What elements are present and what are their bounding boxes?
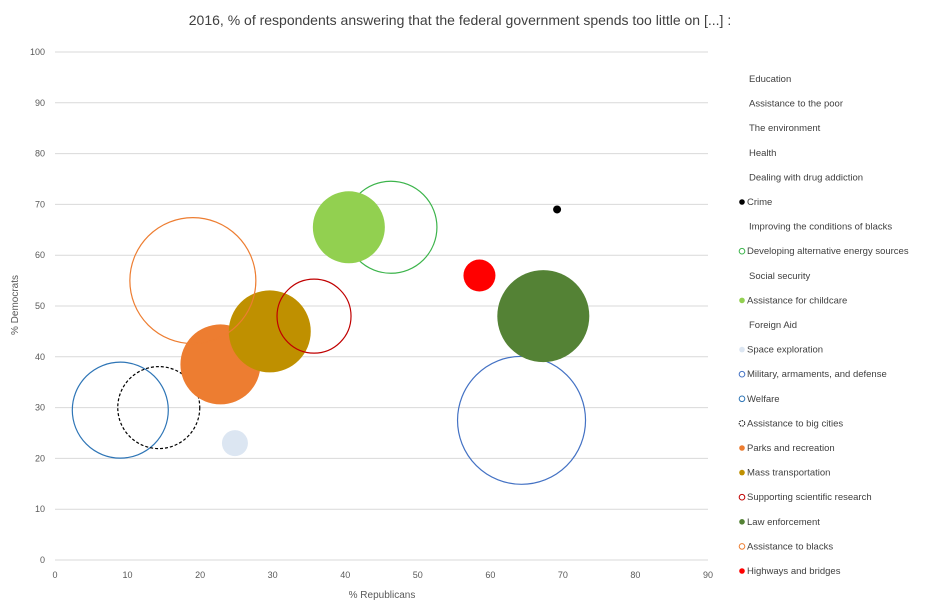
chart-title: 2016, % of respondents answering that th… (189, 12, 731, 28)
legend-label: The environment (749, 123, 821, 134)
bubble (463, 259, 496, 292)
y-tick-label: 90 (35, 98, 45, 108)
legend-label: Dealing with drug addiction (749, 172, 863, 183)
legend-label: Law enforcement (747, 517, 820, 528)
legend-marker (738, 543, 746, 550)
legend-marker (738, 420, 746, 427)
y-tick-label: 0 (40, 555, 45, 565)
legend-marker (738, 493, 746, 501)
x-tick-label: 20 (195, 570, 205, 580)
legend-label: Mass transportation (747, 468, 830, 479)
legend-label: Assistance for childcare (747, 295, 847, 306)
x-tick-label: 0 (52, 570, 57, 580)
y-tick-label: 50 (35, 301, 45, 311)
bubble (456, 355, 587, 485)
legend-marker (739, 568, 745, 574)
y-tick-label: 10 (35, 504, 45, 514)
y-axis-label: % Democrats (10, 275, 21, 335)
legend-marker (739, 346, 745, 353)
bubble (276, 278, 352, 354)
legend-label: Foreign Aid (749, 320, 797, 331)
legend-label: Military, armaments, and defense (747, 369, 887, 380)
y-tick-label: 40 (35, 352, 45, 362)
x-tick-label: 90 (703, 570, 713, 580)
y-tick-label: 100 (30, 47, 45, 57)
legend-label: Assistance to big cities (747, 418, 843, 429)
bubble (221, 430, 248, 457)
x-tick-label: 30 (268, 570, 278, 580)
bubble (71, 361, 169, 459)
legend-marker (738, 247, 746, 255)
legend-marker (739, 445, 745, 451)
x-tick-label: 80 (630, 570, 640, 580)
legend-label: Highways and bridges (747, 566, 841, 577)
gridlines (55, 51, 708, 561)
y-tick-label: 60 (35, 250, 45, 260)
bubble (117, 366, 201, 450)
legend-label: Parks and recreation (747, 443, 835, 454)
legend-label: Crime (747, 197, 772, 208)
bubble (129, 217, 257, 345)
legend-label: Developing alternative energy sources (747, 246, 909, 257)
legend-marker (739, 297, 745, 304)
legend-label: Welfare (747, 394, 780, 405)
x-axis-label: % Republicans (349, 590, 416, 601)
legend-label: Education (749, 74, 791, 85)
x-tick-label: 60 (485, 570, 495, 580)
legend-label: Supporting scientific research (747, 492, 872, 503)
x-tick-label: 10 (123, 570, 133, 580)
legend-marker (739, 469, 745, 476)
bubble (312, 191, 385, 264)
y-tick-label: 20 (35, 453, 45, 463)
legend-label: Space exploration (747, 345, 823, 356)
legend-label: Assistance to blacks (747, 541, 833, 552)
legend-label: Improving the conditions of blacks (749, 222, 892, 233)
x-tick-label: 50 (413, 570, 423, 580)
legend-label: Social security (749, 271, 810, 282)
bubble (553, 205, 562, 214)
legend-marker (738, 370, 746, 378)
legend-marker (739, 199, 745, 205)
x-tick-label: 70 (558, 570, 568, 580)
legend-label: Assistance to the poor (749, 99, 843, 110)
bubbles (71, 180, 590, 485)
y-tick-label: 30 (35, 403, 45, 413)
bubble (228, 290, 311, 373)
bubble (497, 270, 590, 363)
axis-ticks: 0 10 20 30 40 50 60 70 80 90 100 0 10 20 30 40 50 60 70 80 9… (30, 47, 713, 580)
legend-marker (738, 395, 746, 403)
legend-marker (739, 519, 745, 525)
x-tick-label: 40 (340, 570, 350, 580)
y-tick-label: 70 (35, 199, 45, 209)
legend: Education Assistance to the poor The envir… (738, 74, 909, 577)
legend-label: Health (749, 148, 776, 159)
y-tick-label: 80 (35, 149, 45, 159)
